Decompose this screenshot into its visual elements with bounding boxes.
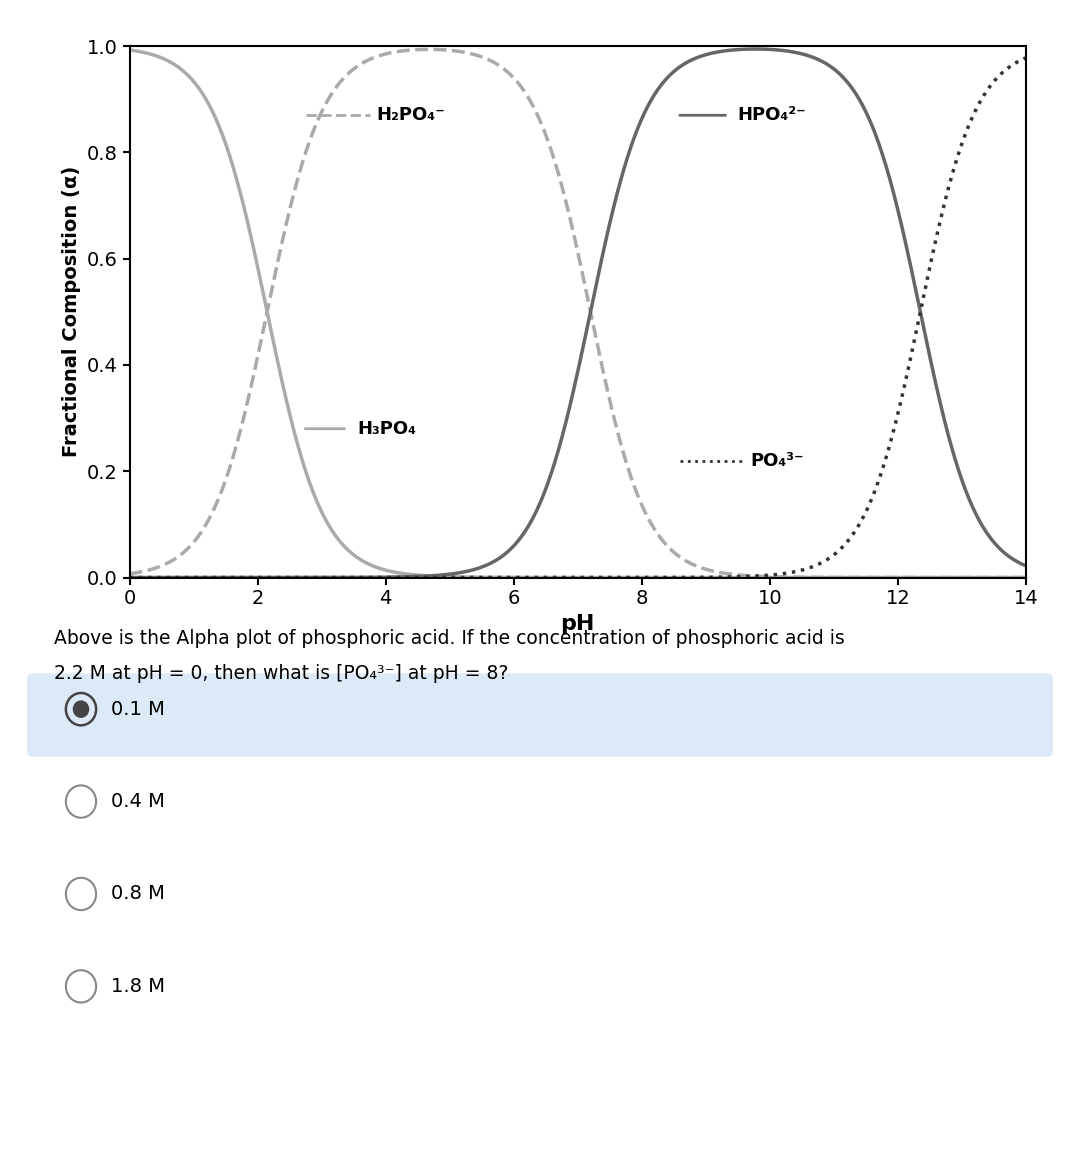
Text: 2.2 M at pH = 0, then what is [PO₄³⁻] at pH = 8?: 2.2 M at pH = 0, then what is [PO₄³⁻] at… bbox=[54, 664, 509, 683]
Text: 1.8 M: 1.8 M bbox=[111, 977, 165, 996]
Y-axis label: Fractional Composition (α): Fractional Composition (α) bbox=[63, 166, 81, 457]
Text: H₂PO₄⁻: H₂PO₄⁻ bbox=[376, 106, 445, 125]
Text: HPO₄²⁻: HPO₄²⁻ bbox=[738, 106, 807, 125]
Text: 0.8 M: 0.8 M bbox=[111, 885, 165, 903]
Text: Above is the Alpha plot of phosphoric acid. If the concentration of phosphoric a: Above is the Alpha plot of phosphoric ac… bbox=[54, 629, 845, 648]
X-axis label: pH: pH bbox=[561, 613, 595, 634]
Text: 0.4 M: 0.4 M bbox=[111, 792, 165, 811]
Text: H₃PO₄: H₃PO₄ bbox=[356, 419, 416, 438]
Text: PO₄³⁻: PO₄³⁻ bbox=[751, 452, 805, 470]
Text: 0.1 M: 0.1 M bbox=[111, 700, 165, 718]
